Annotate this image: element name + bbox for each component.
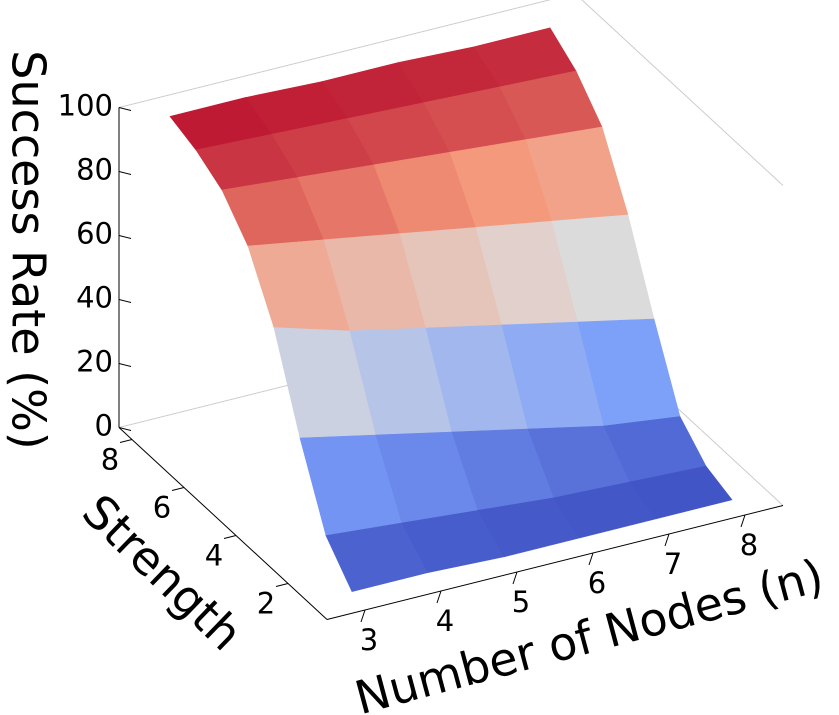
x-tick-label: 7 [664, 547, 682, 581]
y-tick-label: 6 [153, 491, 171, 525]
x-tick-label: 4 [436, 604, 454, 638]
z-tick-label: 100 [58, 89, 113, 123]
y-tick-label: 2 [257, 587, 275, 621]
z-tick [118, 363, 132, 367]
z-tick-label: 0 [95, 409, 113, 443]
z-tick [118, 107, 132, 111]
z-tick-label: 20 [76, 345, 113, 379]
z-tick [118, 299, 132, 303]
y-axis [118, 427, 328, 620]
pane-edge [118, 0, 552, 108]
y-tick-label: 8 [101, 443, 119, 477]
x-tick [512, 571, 518, 585]
surface-patch [629, 465, 733, 520]
z-tick-label: 80 [76, 153, 113, 187]
x-tick [588, 552, 594, 566]
z-tick [118, 427, 132, 431]
y-tick [171, 487, 185, 491]
x-tick [436, 590, 442, 604]
y-tick [223, 535, 237, 539]
z-tick [118, 235, 132, 239]
x-tick-label: 6 [588, 566, 606, 600]
x-tick [360, 609, 366, 623]
y-tick [275, 583, 289, 587]
z-tick-label: 60 [76, 217, 113, 251]
y-tick [119, 439, 133, 443]
z-tick-label: 40 [76, 281, 113, 315]
x-tick-label: 3 [360, 623, 378, 657]
z-axis-label: Success Rate (%) [2, 50, 56, 450]
x-tick-label: 8 [740, 528, 758, 562]
pane-edge [581, 0, 784, 186]
x-axis [326, 505, 784, 620]
x-tick-label: 5 [512, 585, 530, 619]
x-tick [664, 533, 670, 547]
y-tick-label: 4 [205, 539, 223, 573]
z-tick [118, 171, 132, 175]
x-tick [740, 514, 746, 528]
